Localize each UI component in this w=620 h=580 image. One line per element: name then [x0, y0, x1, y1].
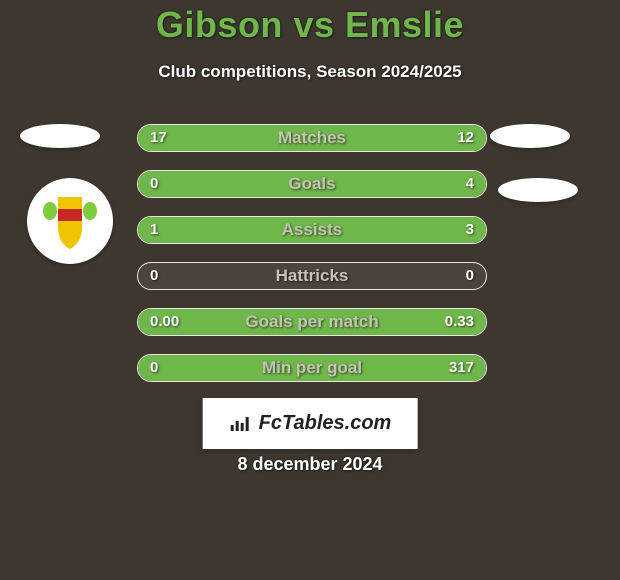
player-badge-left-top — [20, 124, 100, 148]
watermark-text: FcTables.com — [259, 412, 392, 435]
stat-label: Min per goal — [138, 355, 486, 381]
stat-label: Matches — [138, 125, 486, 151]
player-badge-right-mid — [498, 178, 578, 202]
title-vs: vs — [293, 4, 334, 45]
date-label: 8 december 2024 — [0, 454, 620, 475]
stat-bar: 1712Matches — [137, 124, 487, 152]
stat-label: Hattricks — [138, 263, 486, 289]
subtitle: Club competitions, Season 2024/2025 — [0, 62, 620, 82]
canvas: Gibson vs Emslie Club competitions, Seas… — [0, 0, 620, 580]
player-badge-right-top — [490, 124, 570, 148]
stat-label: Assists — [138, 217, 486, 243]
club-crest — [27, 178, 113, 264]
stat-label: Goals — [138, 171, 486, 197]
stat-bar: 0317Min per goal — [137, 354, 487, 382]
stat-label: Goals per match — [138, 309, 486, 335]
title-player-right: Emslie — [345, 4, 464, 45]
chart-icon — [229, 415, 251, 433]
stat-bar: 0.000.33Goals per match — [137, 308, 487, 336]
page-title: Gibson vs Emslie — [0, 4, 620, 46]
watermark: FcTables.com — [203, 398, 418, 449]
title-player-left: Gibson — [156, 4, 283, 45]
crest-svg — [40, 189, 100, 253]
stats-bars: 1712Matches 04Goals 13Assists 00Hattricks 0.… — [137, 124, 487, 400]
stat-bar: 13Assists — [137, 216, 487, 244]
stat-bar: 00Hattricks — [137, 262, 487, 290]
stat-bar: 04Goals — [137, 170, 487, 198]
